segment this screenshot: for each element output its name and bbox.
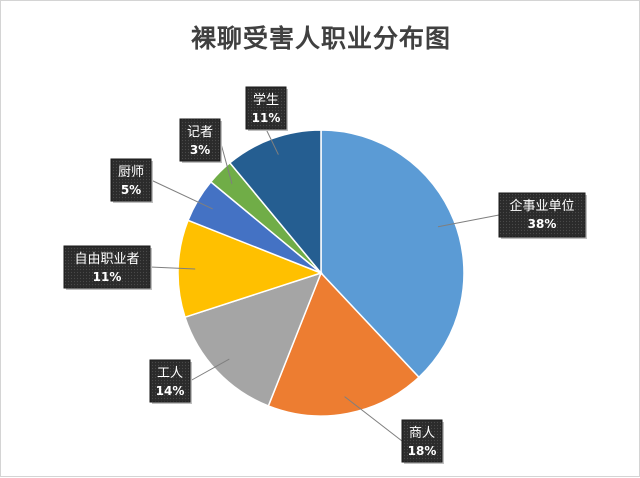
leader-line-1 (437, 214, 500, 228)
callout-5: 厨师 5% (110, 158, 153, 203)
callout-6: 记者 3% (179, 118, 222, 163)
slice-value-label: 18% (408, 444, 437, 458)
slice-category-label: 企事业单位 (509, 198, 574, 214)
leader-line-4 (149, 266, 196, 270)
leader-line-2 (344, 396, 403, 442)
callout-2: 商人 18% (401, 419, 444, 464)
callout-1: 企事业单位 38% (498, 192, 587, 239)
callout-7: 学生 11% (245, 86, 288, 131)
callout-box (245, 86, 287, 130)
leader-line-5 (150, 179, 213, 210)
leader-line-7 (265, 128, 279, 155)
callout-box (63, 245, 151, 289)
callout-box (149, 359, 191, 403)
callout-box (498, 192, 586, 238)
callout-leader-lines (149, 128, 500, 442)
slice-category-label: 厨师 (118, 165, 144, 180)
callout-box (401, 419, 443, 463)
callout-box (179, 118, 221, 162)
callout-box (110, 158, 152, 202)
slice-value-label: 11% (93, 270, 122, 284)
slice-category-label: 自由职业者 (74, 252, 139, 267)
slice-value-label: 38% (528, 217, 557, 231)
pie-slice-1 (320, 129, 465, 379)
pie-slices (177, 129, 465, 417)
callout-4: 自由职业者 11% (63, 245, 152, 290)
chart-title: 裸聊受害人职业分布图 (190, 24, 451, 53)
slice-category-label: 商人 (409, 426, 435, 441)
pie-slice-2 (267, 271, 420, 417)
slice-category-label: 学生 (253, 92, 279, 108)
pie-slice-7 (228, 129, 322, 276)
leader-line-3 (189, 358, 230, 382)
callout-labels: 企事业单位 38% 商人 18% 工人 14% 自由职业者 11% 厨师 5% 记者 3% 学生 11% (63, 86, 587, 464)
slice-value-label: 14% (156, 384, 185, 398)
slice-value-label: 5% (121, 183, 141, 197)
slice-value-label: 3% (190, 143, 210, 157)
slice-category-label: 记者 (187, 125, 213, 140)
slice-value-label: 11% (252, 111, 281, 125)
callout-3: 工人 14% (149, 359, 192, 404)
slice-category-label: 工人 (157, 366, 183, 381)
